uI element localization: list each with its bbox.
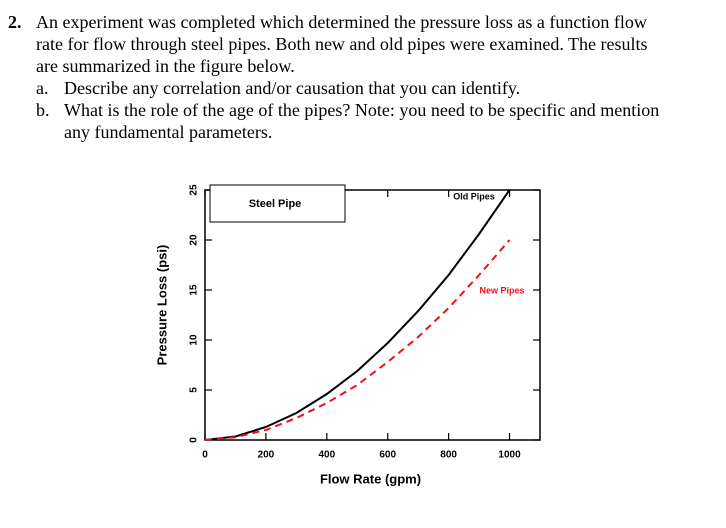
part-line: Describe any correlation and/or causatio… (64, 78, 521, 98)
x-tick-label: 400 (318, 450, 335, 461)
x-tick-label: 800 (440, 450, 457, 461)
x-tick-label: 0 (202, 450, 208, 461)
part-line: What is the role of the age of the pipes… (64, 100, 660, 120)
x-tick-label: 200 (258, 450, 275, 461)
part-label: b. (36, 100, 50, 120)
y-tick-label: 0 (189, 437, 200, 443)
x-axis-title: Flow Rate (gpm) (320, 471, 421, 486)
y-tick-label: 20 (189, 234, 200, 246)
problem-line: are summarized in the figure below. (36, 56, 295, 76)
chart-title: Steel Pipe (249, 198, 302, 210)
part-label: a. (36, 78, 49, 98)
y-tick-label: 25 (189, 184, 200, 196)
plot-frame (204, 189, 541, 441)
label-backdrop (477, 284, 527, 297)
y-tick-label: 15 (189, 284, 200, 296)
series-line (204, 239, 511, 441)
problem-line: An experiment was completed which determ… (36, 12, 647, 32)
series-label: New Pipes (479, 285, 524, 295)
y-tick-label: 5 (189, 387, 200, 393)
series-label: Old Pipes (453, 191, 495, 201)
title-box (209, 184, 346, 223)
y-tick-label: 10 (189, 334, 200, 346)
x-tick-label: 600 (379, 450, 396, 461)
series-line (204, 189, 511, 441)
problem-number: 2. (8, 12, 22, 32)
problem-line: rate for flow through steel pipes. Both … (36, 34, 648, 54)
x-tick-label: 1000 (498, 450, 521, 461)
y-axis-title: Pressure Loss (psi) (154, 245, 169, 366)
part-line: any fundamental parameters. (64, 122, 273, 142)
